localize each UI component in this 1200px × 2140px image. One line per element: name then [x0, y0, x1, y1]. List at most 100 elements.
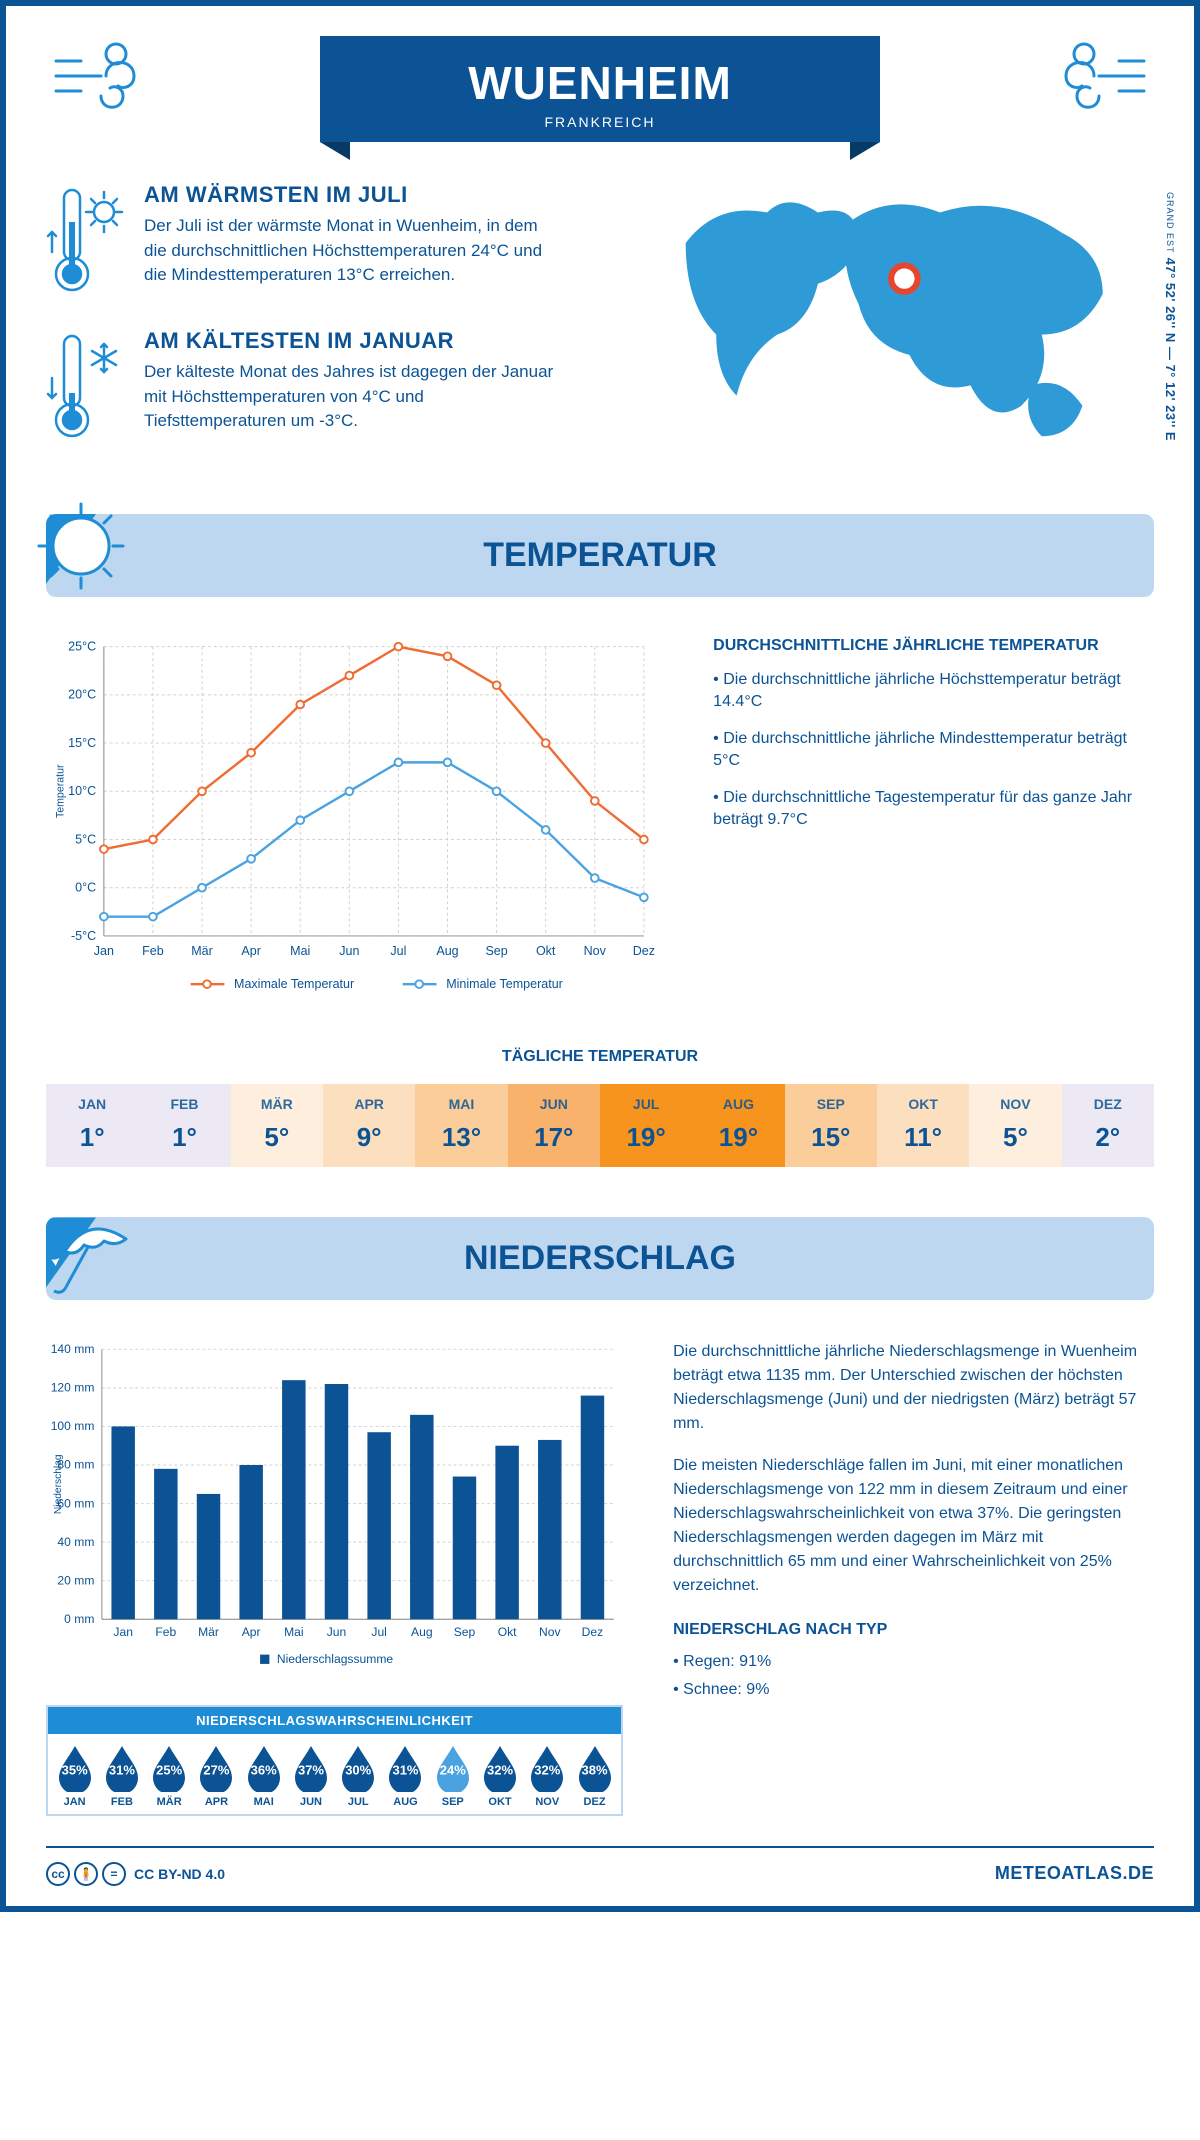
thermometer-cold-icon [46, 328, 126, 448]
drop-icon: 36% [244, 1744, 284, 1792]
prob-cell: 24% SEP [430, 1744, 475, 1808]
world-map-container: GRAND EST 47° 52' 26'' N — 7° 12' 23'' E [645, 182, 1154, 474]
daily-cell: FEB1° [138, 1084, 230, 1167]
license: cc 🧍 = CC BY-ND 4.0 [46, 1862, 225, 1886]
daily-month: NOV [969, 1096, 1061, 1112]
svg-text:0°C: 0°C [75, 881, 96, 895]
prob-value: 36% [251, 1762, 277, 1777]
coords-text: 47° 52' 26'' N — 7° 12' 23'' E [1163, 258, 1178, 441]
wind-icon-left [46, 36, 156, 126]
prob-cell: 31% FEB [99, 1744, 144, 1808]
prob-cell: 27% APR [194, 1744, 239, 1808]
title-banner: WUENHEIM FRANKREICH [320, 36, 880, 142]
svg-text:Jun: Jun [339, 944, 359, 958]
svg-text:100 mm: 100 mm [51, 1420, 95, 1434]
coldest-title: AM KÄLTESTEN IM JANUAR [144, 328, 564, 354]
daily-month: MÄR [231, 1096, 323, 1112]
svg-text:0 mm: 0 mm [64, 1612, 94, 1626]
daily-cell: MÄR 5° [231, 1084, 323, 1167]
prob-month: MAI [241, 1796, 286, 1808]
temp-bullet-1: • Die durchschnittliche jährliche Höchst… [713, 669, 1154, 714]
daily-temp-title: TÄGLICHE TEMPERATUR [46, 1048, 1154, 1066]
svg-text:Mär: Mär [198, 1625, 219, 1639]
svg-text:15°C: 15°C [68, 736, 96, 750]
prob-value: 35% [62, 1762, 88, 1777]
prob-cell: 32% NOV [525, 1744, 570, 1808]
daily-month: OKT [877, 1096, 969, 1112]
drop-icon: 25% [149, 1744, 189, 1792]
section-title-temperatur: TEMPERATUR [68, 536, 1132, 575]
daily-value: 1° [46, 1122, 138, 1153]
prob-month: APR [194, 1796, 239, 1808]
site-name: METEOATLAS.DE [995, 1863, 1154, 1884]
svg-text:Okt: Okt [536, 944, 556, 958]
daily-cell: JUL 19° [600, 1084, 692, 1167]
drop-icon: 24% [433, 1744, 473, 1792]
daily-cell: NOV 5° [969, 1084, 1061, 1167]
daily-cell: JUN17° [508, 1084, 600, 1167]
prob-value: 32% [534, 1762, 560, 1777]
prob-month: NOV [525, 1796, 570, 1808]
prob-value: 31% [109, 1762, 135, 1777]
daily-value: 1° [138, 1122, 230, 1153]
svg-text:Minimale Temperatur: Minimale Temperatur [446, 977, 563, 991]
daily-month: JUL [600, 1096, 692, 1112]
drop-icon: 31% [102, 1744, 142, 1792]
precip-row: 0 mm20 mm40 mm60 mm80 mm100 mm120 mm140 … [46, 1340, 1154, 1815]
prob-cell: 36% MAI [241, 1744, 286, 1808]
prob-value: 38% [582, 1762, 608, 1777]
warmest-title: AM WÄRMSTEN IM JULI [144, 182, 564, 208]
prob-month: MÄR [147, 1796, 192, 1808]
precip-bar-chart: 0 mm20 mm40 mm60 mm80 mm100 mm120 mm140 … [46, 1340, 623, 1675]
region-label: GRAND EST [1165, 192, 1175, 254]
intro-left: AM WÄRMSTEN IM JULI Der Juli ist der wär… [46, 182, 605, 474]
drop-icon: 30% [338, 1744, 378, 1792]
daily-month: JUN [508, 1096, 600, 1112]
svg-text:120 mm: 120 mm [51, 1381, 95, 1395]
coldest-text: Der kälteste Monat des Jahres ist dagege… [144, 360, 564, 434]
daily-value: 19° [692, 1122, 784, 1153]
svg-text:Aug: Aug [411, 1625, 433, 1639]
drop-icon: 35% [55, 1744, 95, 1792]
daily-cell: SEP15° [785, 1084, 877, 1167]
section-banner-temperatur: TEMPERATUR [46, 514, 1154, 597]
daily-value: 2° [1062, 1122, 1154, 1153]
daily-cell: APR9° [323, 1084, 415, 1167]
svg-text:Apr: Apr [241, 944, 260, 958]
prob-value: 31% [392, 1762, 418, 1777]
license-text: CC BY-ND 4.0 [134, 1866, 225, 1882]
svg-text:20°C: 20°C [68, 688, 96, 702]
svg-text:Jul: Jul [390, 944, 406, 958]
drop-icon: 27% [196, 1744, 236, 1792]
prob-title: NIEDERSCHLAGSWAHRSCHEINLICHKEIT [48, 1707, 621, 1734]
prob-month: OKT [477, 1796, 522, 1808]
prob-cell: 38% DEZ [572, 1744, 617, 1808]
svg-text:Aug: Aug [436, 944, 458, 958]
daily-month: AUG [692, 1096, 784, 1112]
svg-text:Mär: Mär [191, 944, 213, 958]
daily-value: 19° [600, 1122, 692, 1153]
svg-text:Nov: Nov [539, 1625, 561, 1639]
daily-temp-grid: JAN1°FEB1°MÄR5°APR9°MAI13°JUN17°JUL19°AU… [46, 1084, 1154, 1167]
daily-value: 5° [969, 1122, 1061, 1153]
svg-text:5°C: 5°C [75, 832, 96, 846]
svg-text:Jan: Jan [113, 1625, 133, 1639]
header: WUENHEIM FRANKREICH [46, 36, 1154, 142]
prob-value: 27% [203, 1762, 229, 1777]
city-name: WUENHEIM [420, 56, 780, 110]
svg-text:Niederschlag: Niederschlag [53, 1455, 64, 1515]
prob-row: 35% JAN 31% FEB 25% MÄR 27% APR 36% MAI … [48, 1734, 621, 1814]
prob-cell: 37% JUN [288, 1744, 333, 1808]
prob-box: NIEDERSCHLAGSWAHRSCHEINLICHKEIT 35% JAN … [46, 1705, 623, 1816]
svg-text:Dez: Dez [633, 944, 655, 958]
svg-text:Feb: Feb [142, 944, 164, 958]
daily-value: 5° [231, 1122, 323, 1153]
svg-text:Mai: Mai [290, 944, 310, 958]
svg-text:Apr: Apr [242, 1625, 261, 1639]
svg-text:Temperatur: Temperatur [54, 764, 66, 818]
prob-cell: 25% MÄR [147, 1744, 192, 1808]
precip-left: 0 mm20 mm40 mm60 mm80 mm100 mm120 mm140 … [46, 1340, 623, 1815]
country-name: FRANKREICH [420, 114, 780, 130]
prob-month: AUG [383, 1796, 428, 1808]
svg-text:Maximale Temperatur: Maximale Temperatur [234, 977, 354, 991]
